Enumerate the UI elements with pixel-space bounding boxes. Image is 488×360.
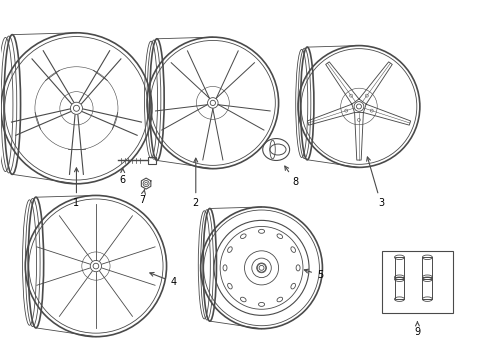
Bar (381, 251, 452, 313)
Text: 7: 7 (139, 189, 145, 205)
Text: 8: 8 (284, 166, 298, 187)
Text: 9: 9 (413, 321, 420, 337)
Bar (422, 277, 431, 299)
Text: 1: 1 (73, 168, 80, 208)
Text: 2: 2 (192, 158, 199, 208)
Text: 5: 5 (304, 269, 323, 280)
Bar (394, 257, 404, 279)
Bar (422, 257, 431, 279)
Text: 3: 3 (366, 157, 383, 208)
Text: 4: 4 (149, 273, 177, 287)
Bar (394, 277, 404, 299)
Text: 6: 6 (120, 168, 125, 185)
